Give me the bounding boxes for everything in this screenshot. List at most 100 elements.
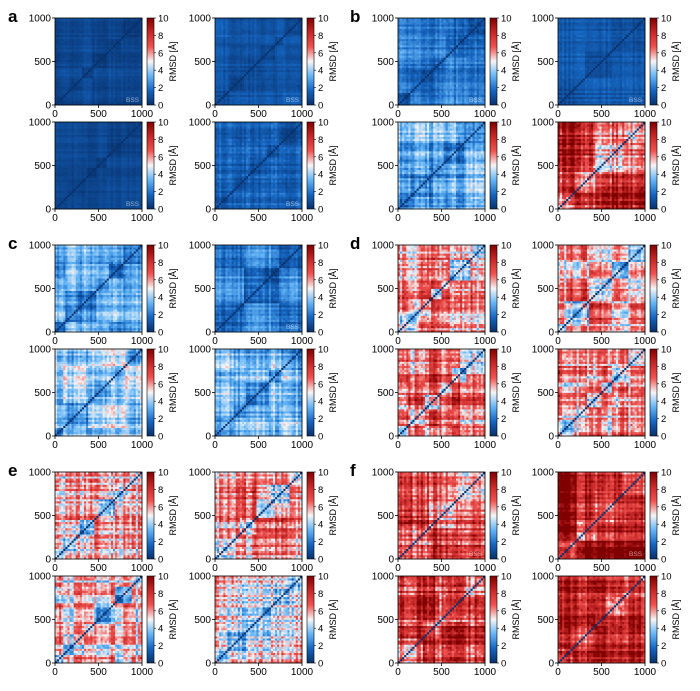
heatmap-cell: [219, 67, 222, 71]
heatmap-cell: [233, 71, 237, 75]
heatmap-cell: [79, 202, 83, 206]
heatmap-cell: [61, 159, 64, 162]
heatmap-cell: [258, 44, 261, 48]
heatmap-cell: [260, 61, 263, 64]
heatmap-cell: [55, 30, 58, 33]
heatmap-cell: [86, 55, 89, 58]
heatmap-cell: [246, 51, 249, 54]
heatmap-cell: [57, 59, 60, 62]
heatmap-cell: [135, 34, 139, 37]
heatmap-cell: [73, 88, 77, 91]
heatmap-cell: [291, 20, 295, 23]
heatmap-cell: [86, 151, 89, 154]
heatmap-cell: [125, 49, 128, 52]
heatmap-cell: [115, 204, 118, 208]
heatmap-cell: [100, 18, 103, 21]
heatmap-cell: [221, 92, 224, 95]
heatmap-cell: [104, 18, 108, 21]
heatmap-cell: [252, 18, 255, 21]
heatmap-cell: [90, 198, 93, 202]
heatmap-cell: [123, 88, 126, 91]
heatmap-cell: [264, 82, 268, 85]
heatmap-cell: [67, 146, 70, 150]
heatmap-cell: [96, 42, 99, 46]
heatmap-cell: [273, 51, 276, 54]
x-tick-label: 0: [52, 109, 58, 120]
heatmap-cell: [121, 142, 124, 146]
heatmap-cell: [90, 194, 93, 197]
heatmap-cell: [106, 184, 110, 187]
heatmap-cell: [96, 92, 99, 95]
heatmap-cell: [71, 49, 74, 52]
heatmap-cell: [75, 142, 79, 146]
heatmap-cell: [75, 173, 79, 177]
heatmap-cell: [287, 44, 290, 48]
heatmap-cell: [256, 28, 259, 31]
heatmap-cell: [110, 84, 114, 87]
heatmap-cell: [100, 163, 103, 166]
heatmap-cell: [92, 202, 95, 206]
heatmap-cell: [246, 55, 249, 58]
heatmap-cell: [248, 51, 251, 54]
heatmap-cell: [225, 49, 228, 52]
heatmap-cell: [98, 200, 101, 204]
heatmap-cell: [139, 90, 143, 93]
heatmap-cell: [127, 180, 130, 183]
heatmap-cell: [84, 186, 87, 189]
heatmap-cell: [121, 140, 124, 144]
heatmap-cell: [92, 98, 95, 102]
heatmap-cell: [65, 163, 68, 166]
heatmap-cell: [92, 184, 95, 187]
heatmap-cell: [127, 67, 130, 71]
heatmap-cell: [266, 22, 270, 25]
heatmap-cell: [84, 28, 87, 31]
heatmap-cell: [131, 180, 135, 183]
heatmap-cell: [264, 30, 268, 33]
heatmap-cell: [63, 171, 66, 175]
heatmap-cell: [260, 57, 263, 60]
heatmap-cell: [57, 22, 60, 25]
heatmap-cell: [57, 40, 60, 44]
heatmap-cell: [108, 34, 112, 37]
heatmap-cell: [121, 98, 124, 102]
heatmap-cell: [81, 200, 85, 204]
heatmap-cell: [275, 90, 278, 93]
heatmap-cell: [264, 80, 268, 83]
heatmap-cell: [254, 92, 257, 95]
heatmap-cell: [100, 202, 103, 206]
heatmap-cell: [104, 86, 108, 89]
heatmap-cell: [227, 73, 230, 77]
heatmap-cell: [108, 155, 112, 158]
heatmap-cell: [262, 65, 266, 69]
heatmap-cell: [96, 140, 99, 144]
heatmap-cell: [273, 80, 276, 83]
heatmap-cell: [84, 40, 87, 44]
heatmap-cell: [262, 92, 266, 95]
heatmap-cell: [94, 153, 97, 156]
heatmap-cell: [75, 200, 79, 204]
heatmap-cell: [121, 55, 124, 58]
heatmap-cell: [119, 157, 122, 160]
heatmap-cell: [115, 30, 118, 33]
heatmap-cell: [221, 73, 224, 77]
heatmap-cell: [117, 42, 120, 46]
heatmap-cell: [59, 69, 62, 73]
heatmap-cells: [55, 122, 143, 210]
heatmap-cell: [81, 65, 85, 69]
heatmap-cell: [117, 88, 120, 91]
heatmap-cell: [77, 206, 81, 210]
heatmap-cell: [121, 100, 124, 104]
colorbar-tick-label: 2: [318, 83, 323, 94]
heatmap-cell: [295, 92, 299, 95]
heatmap-cell: [221, 22, 224, 25]
heatmap-cell: [57, 20, 60, 23]
heatmap-cell: [123, 198, 126, 202]
heatmap-cell: [121, 171, 124, 175]
heatmap-cell: [262, 53, 266, 56]
heatmap-cell: [227, 96, 230, 100]
heatmap-cell: [84, 132, 87, 135]
heatmap-cell: [125, 200, 128, 204]
heatmap-cell: [289, 61, 292, 64]
heatmap-cell: [94, 20, 97, 23]
heatmap-cell: [295, 65, 299, 69]
